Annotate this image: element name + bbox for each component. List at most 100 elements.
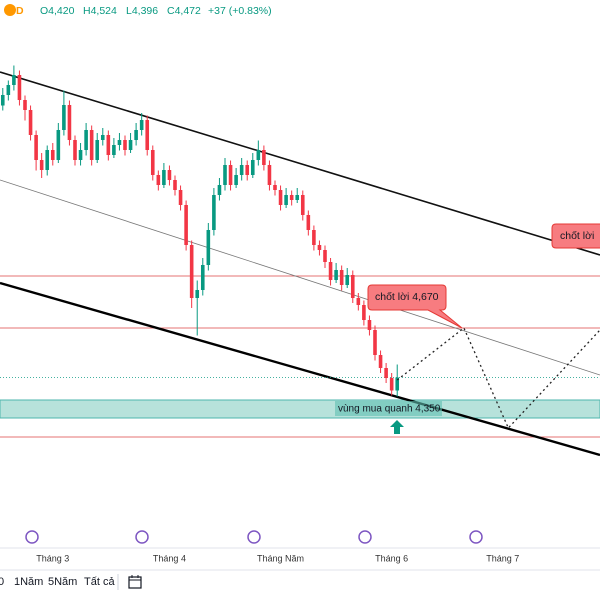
candle-body [34, 135, 38, 160]
candle-body [178, 190, 183, 205]
projection-path [396, 326, 600, 430]
candle-body [17, 75, 22, 100]
candle-body [73, 140, 77, 160]
candle-body [306, 215, 311, 230]
candle-body [112, 145, 116, 155]
candle-body [0, 95, 5, 106]
callout-box [551, 223, 600, 249]
candle-body [317, 245, 322, 250]
callout-box [367, 284, 463, 329]
candle-body [234, 175, 238, 185]
candle-body [239, 165, 244, 175]
candle-body [334, 270, 338, 280]
candle-body [323, 250, 327, 262]
candle-body [189, 245, 194, 298]
candle-body [300, 195, 305, 215]
candle-body [106, 135, 111, 155]
candle-body [345, 275, 350, 285]
candle-body [223, 165, 227, 185]
candle-body [67, 105, 72, 140]
calendar-button[interactable] [128, 575, 142, 589]
range-button[interactable]: 5Năm [48, 576, 77, 588]
candle-body [339, 270, 344, 285]
close-value: C4,472 [167, 5, 201, 17]
candle-body [84, 130, 88, 150]
open-value: O4,420 [40, 5, 75, 17]
range-button[interactable]: 1Năm [14, 576, 43, 588]
change-value: +37 (+0.83%) [208, 5, 272, 17]
candle-body [256, 150, 261, 160]
candle-body [328, 262, 333, 280]
range-button[interactable]: Tất cả [84, 576, 115, 588]
trend-line [0, 71, 600, 256]
candle-body [45, 150, 50, 170]
x-tick-label: Tháng Năm [257, 553, 304, 563]
candle-body [245, 165, 250, 175]
range-button[interactable]: 0 [0, 576, 4, 588]
x-tick-label: Tháng 6 [375, 553, 408, 563]
candle-body [228, 165, 233, 185]
candle-body [378, 355, 383, 368]
candle-body [195, 290, 200, 298]
candle-body [139, 120, 144, 130]
callout-text: chốt lời 4,670 [375, 291, 439, 303]
candle-body [273, 185, 277, 190]
callout-text: chốt lời [560, 230, 594, 242]
trend-line [0, 179, 600, 376]
candle-body [184, 205, 188, 245]
candle-body [128, 140, 133, 150]
candle-body [350, 275, 355, 298]
candle-body [200, 265, 205, 290]
candle-body [262, 150, 266, 165]
candle-body [39, 160, 44, 170]
candle-body [356, 298, 361, 305]
candle-body [100, 135, 105, 140]
candle-body [278, 190, 283, 205]
event-icons [25, 530, 483, 544]
candle-body [95, 140, 100, 160]
candle-body [89, 130, 94, 160]
x-tick-label: Tháng 4 [153, 553, 186, 563]
candle-body [167, 170, 172, 180]
candle-body [150, 150, 155, 175]
zone-label: vùng mua quanh 4,350 [338, 404, 441, 415]
candle-body [62, 105, 66, 130]
candle-body [217, 185, 222, 195]
buy-arrow [390, 420, 404, 434]
candle-body [267, 165, 272, 185]
candle-body [78, 150, 83, 160]
buy-zone [0, 399, 600, 419]
trend-line [0, 281, 600, 457]
candle-body [117, 140, 122, 145]
candle-body [145, 120, 150, 150]
candle-body [312, 230, 316, 245]
candle-body [6, 85, 11, 95]
candle-body [134, 130, 138, 140]
candle-body [284, 195, 288, 205]
symbol-icon [4, 4, 16, 16]
x-tick-label: Tháng 3 [36, 553, 69, 563]
candle-body [206, 230, 211, 265]
candle-body [212, 195, 216, 230]
candle-body [362, 305, 366, 320]
candle-body [373, 330, 377, 355]
candle-body [162, 170, 166, 185]
candle-body [395, 377, 400, 391]
candle-body [123, 140, 127, 150]
x-tick-label: Tháng 7 [486, 553, 519, 563]
candle-body [289, 195, 294, 200]
candle-body [156, 175, 161, 185]
candle-body [389, 378, 394, 391]
high-value: H4,524 [83, 5, 117, 17]
candle-body [250, 160, 255, 175]
candle-body [12, 75, 16, 85]
symbol: D [16, 5, 24, 17]
low-value: L4,396 [126, 5, 158, 17]
zone-label-bg [335, 401, 442, 416]
candle-body [56, 130, 61, 160]
candle-body [173, 180, 177, 190]
candle-body [367, 320, 372, 330]
plot-area [0, 65, 600, 457]
